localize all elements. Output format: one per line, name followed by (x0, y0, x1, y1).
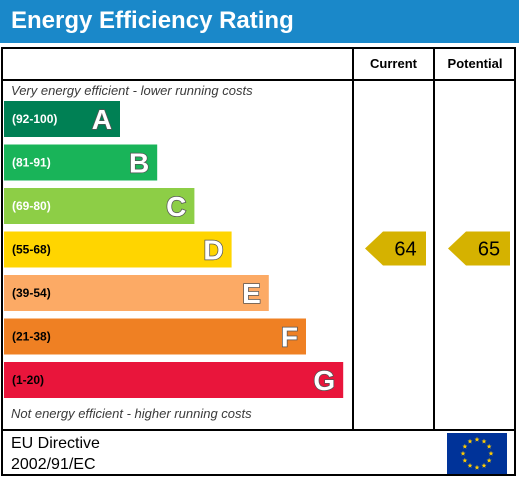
band-b-letter: B (129, 148, 149, 179)
eu-flag-star (474, 436, 480, 442)
chart-title: Energy Efficiency Rating (11, 7, 294, 34)
note-bottom: Not energy efficient - higher running co… (11, 406, 252, 421)
title-bar: Energy Efficiency Rating (0, 0, 519, 43)
divider-potential (433, 48, 435, 431)
eu-flag-star (462, 443, 468, 449)
chart-frame (1, 47, 516, 476)
eu-flag-star (462, 457, 468, 463)
band-f-letter: F (281, 322, 298, 353)
band-f-range: (21-38) (12, 330, 51, 344)
band-a-range: (92-100) (12, 112, 57, 126)
score-arrow-potential (448, 231, 510, 266)
band-b-bar (4, 144, 158, 181)
band-g-range: (1-20) (12, 373, 44, 387)
divider-current (352, 48, 354, 431)
score-arrow-current (365, 231, 426, 266)
band-d-bar (4, 231, 232, 268)
band-b-range: (81-91) (12, 156, 51, 170)
band-d-letter: D (203, 235, 223, 266)
band-a-bar (4, 101, 120, 137)
score-value-current: 64 (394, 239, 416, 261)
note-top: Very energy efficient - lower running co… (11, 83, 253, 98)
eu-flag-star (460, 450, 466, 456)
directive-line-1: EU Directive (11, 435, 100, 452)
score-value-potential: 65 (478, 239, 500, 261)
footer-rule (2, 429, 514, 431)
eu-flag-star (467, 438, 473, 444)
eu-flag-star (467, 463, 473, 468)
band-d-range: (55-68) (12, 243, 51, 257)
band-g-letter: G (313, 365, 335, 396)
band-c-letter: C (166, 191, 186, 222)
column-header-current: Current (370, 56, 417, 71)
band-e-letter: E (242, 278, 261, 309)
band-a-letter: A (92, 104, 112, 135)
band-c-bar (4, 188, 195, 224)
directive-line-2: 2002/91/EC (11, 456, 96, 473)
eu-flag-star (481, 463, 487, 468)
header-rule (2, 79, 514, 81)
eu-flag-star (486, 457, 492, 463)
eu-flag-star (486, 443, 492, 449)
band-e-range: (39-54) (12, 286, 51, 300)
eu-flag-star (488, 450, 494, 456)
band-e-bar (4, 275, 269, 311)
column-header-potential: Potential (447, 56, 503, 71)
band-g-bar (4, 362, 344, 398)
band-c-range: (69-80) (12, 199, 51, 213)
band-f-bar (4, 318, 306, 355)
eu-flag-star (474, 464, 480, 470)
eu-flag-star (481, 438, 487, 444)
